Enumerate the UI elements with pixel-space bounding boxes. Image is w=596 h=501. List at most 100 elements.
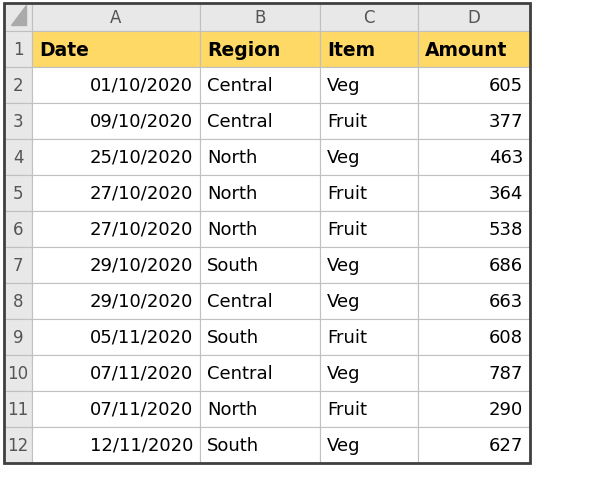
Bar xyxy=(32,140,200,176)
Text: Region: Region xyxy=(207,41,280,60)
Text: 627: 627 xyxy=(489,436,523,454)
Text: 29/10/2020: 29/10/2020 xyxy=(89,293,193,311)
Text: 11: 11 xyxy=(7,400,29,418)
Bar xyxy=(418,32,530,68)
Bar xyxy=(320,355,418,391)
Bar xyxy=(4,140,32,176)
Text: Veg: Veg xyxy=(327,257,361,275)
Bar xyxy=(4,427,32,463)
Text: C: C xyxy=(363,9,375,27)
Bar xyxy=(32,355,200,391)
Bar xyxy=(320,32,418,68)
Bar xyxy=(4,391,32,427)
Bar xyxy=(4,104,32,140)
Bar xyxy=(32,176,200,211)
Bar xyxy=(200,211,320,247)
Bar xyxy=(200,104,320,140)
Text: 4: 4 xyxy=(13,149,23,167)
Text: Fruit: Fruit xyxy=(327,220,367,238)
Text: South: South xyxy=(207,328,259,346)
Text: 25/10/2020: 25/10/2020 xyxy=(89,149,193,167)
Bar xyxy=(32,319,200,355)
Text: South: South xyxy=(207,436,259,454)
Bar xyxy=(200,247,320,284)
Text: Veg: Veg xyxy=(327,364,361,382)
Text: North: North xyxy=(207,400,257,418)
Bar xyxy=(4,355,32,391)
Text: Central: Central xyxy=(207,364,273,382)
Text: 05/11/2020: 05/11/2020 xyxy=(90,328,193,346)
Text: 6: 6 xyxy=(13,220,23,238)
Bar xyxy=(200,319,320,355)
Text: North: North xyxy=(207,185,257,202)
Bar xyxy=(200,140,320,176)
Text: 27/10/2020: 27/10/2020 xyxy=(89,185,193,202)
Text: Amount: Amount xyxy=(425,41,507,60)
Text: 10: 10 xyxy=(7,364,29,382)
Bar xyxy=(418,140,530,176)
Bar xyxy=(32,211,200,247)
Bar xyxy=(4,284,32,319)
Text: 608: 608 xyxy=(489,328,523,346)
Bar xyxy=(200,176,320,211)
Bar xyxy=(200,4,320,32)
Bar xyxy=(418,211,530,247)
Text: Fruit: Fruit xyxy=(327,113,367,131)
Text: Veg: Veg xyxy=(327,149,361,167)
Text: 9: 9 xyxy=(13,328,23,346)
Bar xyxy=(320,391,418,427)
Text: 538: 538 xyxy=(489,220,523,238)
Bar xyxy=(4,68,32,104)
Text: 605: 605 xyxy=(489,77,523,95)
Bar xyxy=(200,391,320,427)
Bar xyxy=(320,247,418,284)
Bar xyxy=(32,284,200,319)
Bar xyxy=(4,4,530,463)
Text: Central: Central xyxy=(207,293,273,311)
Bar xyxy=(320,104,418,140)
Bar xyxy=(418,284,530,319)
Bar xyxy=(32,391,200,427)
Bar xyxy=(418,104,530,140)
Text: 364: 364 xyxy=(489,185,523,202)
Text: Fruit: Fruit xyxy=(327,185,367,202)
Text: North: North xyxy=(207,220,257,238)
Bar xyxy=(200,68,320,104)
Bar xyxy=(200,32,320,68)
Bar xyxy=(418,355,530,391)
Text: Date: Date xyxy=(39,41,89,60)
Polygon shape xyxy=(11,6,26,26)
Text: 8: 8 xyxy=(13,293,23,311)
Bar xyxy=(320,176,418,211)
Text: 2: 2 xyxy=(13,77,23,95)
Text: 12: 12 xyxy=(7,436,29,454)
Text: Central: Central xyxy=(207,113,273,131)
Bar xyxy=(320,68,418,104)
Bar xyxy=(320,211,418,247)
Text: 787: 787 xyxy=(489,364,523,382)
Bar xyxy=(4,4,32,32)
Bar xyxy=(418,391,530,427)
Text: D: D xyxy=(468,9,480,27)
Bar xyxy=(32,32,200,68)
Text: 01/10/2020: 01/10/2020 xyxy=(90,77,193,95)
Text: Central: Central xyxy=(207,77,273,95)
Text: Fruit: Fruit xyxy=(327,328,367,346)
Bar xyxy=(418,427,530,463)
Bar xyxy=(4,32,32,68)
Text: Fruit: Fruit xyxy=(327,400,367,418)
Text: 7: 7 xyxy=(13,257,23,275)
Text: 12/11/2020: 12/11/2020 xyxy=(89,436,193,454)
Text: South: South xyxy=(207,257,259,275)
Text: 07/11/2020: 07/11/2020 xyxy=(90,400,193,418)
Text: 686: 686 xyxy=(489,257,523,275)
Text: North: North xyxy=(207,149,257,167)
Bar xyxy=(200,284,320,319)
Text: Veg: Veg xyxy=(327,293,361,311)
Bar xyxy=(320,284,418,319)
Text: Veg: Veg xyxy=(327,77,361,95)
Text: 07/11/2020: 07/11/2020 xyxy=(90,364,193,382)
Bar xyxy=(4,176,32,211)
Bar xyxy=(4,211,32,247)
Bar xyxy=(320,319,418,355)
